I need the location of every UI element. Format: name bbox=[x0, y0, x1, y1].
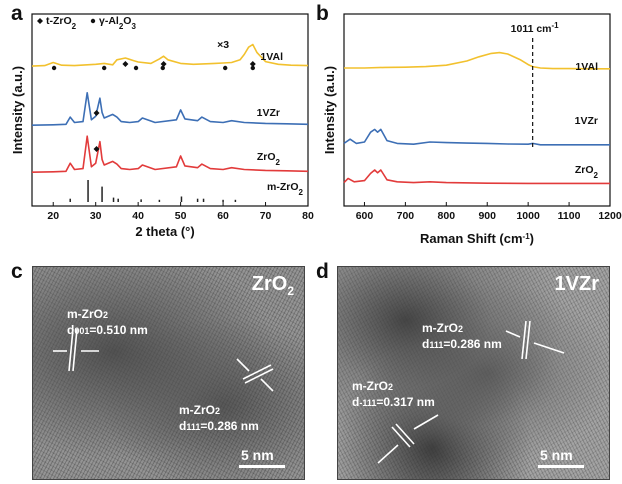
series-label-1val-b: 1VAl bbox=[575, 61, 598, 73]
tzro2-marker bbox=[93, 110, 100, 116]
series-label-m-zro2: m-ZrO2 bbox=[267, 181, 304, 197]
series-line-1val bbox=[344, 51, 610, 70]
x-tick-label: 80 bbox=[302, 210, 314, 222]
plot-frame-b bbox=[343, 13, 611, 207]
legend-alumina: γ-Al2O3 bbox=[99, 15, 136, 31]
arrow bbox=[260, 378, 274, 392]
panel-letter-c: c bbox=[11, 260, 23, 283]
legend-circle-icon bbox=[90, 18, 96, 24]
series-label-zro2: ZrO2 bbox=[257, 151, 281, 167]
fringe-line bbox=[242, 364, 272, 380]
series-line-zro2 bbox=[343, 169, 610, 185]
tzro2-marker bbox=[122, 61, 129, 67]
tem-title-base: ZrO bbox=[251, 273, 288, 295]
fringe-line bbox=[521, 320, 527, 360]
x-tick-label: 70 bbox=[260, 210, 272, 222]
tem-label-d1: m-ZrO2 d111=0.286 nm bbox=[422, 321, 502, 351]
x-tick-label: 1000 bbox=[516, 210, 540, 222]
x-tick-label: 50 bbox=[175, 210, 187, 222]
alumina-marker bbox=[250, 65, 255, 71]
tzro2-marker bbox=[249, 61, 256, 67]
fringe-line bbox=[244, 368, 274, 384]
plot-frame-a bbox=[31, 13, 309, 207]
tem-label-c1: m-ZrO2 d001=0.510 nm bbox=[67, 307, 148, 337]
tem-image-zro2: ZrO2 m-ZrO2 d001=0.510 nm m-ZrO2 d111=0.… bbox=[32, 266, 305, 480]
arrow bbox=[236, 358, 250, 372]
lattice-fringe-markers-c bbox=[53, 328, 274, 392]
alumina-marker bbox=[223, 65, 228, 71]
x-tick-label: 30 bbox=[90, 210, 102, 222]
alumina-marker bbox=[101, 65, 107, 71]
y-axis-label-b: Intensity (a.u.) bbox=[322, 66, 337, 154]
x-tick-label: 40 bbox=[132, 210, 144, 222]
x-axis-label-a: 2 theta (°) bbox=[135, 224, 194, 239]
scalebar-label-d: 5 nm bbox=[540, 447, 573, 463]
x-tick-label: 800 bbox=[438, 210, 456, 222]
series-line-1vzr bbox=[31, 92, 309, 126]
tem-label-c2: m-ZrO2 d111=0.286 nm bbox=[179, 403, 259, 433]
x-tick-label: 1200 bbox=[598, 210, 622, 222]
fringe-line bbox=[391, 426, 411, 448]
legend-tzro2: t-ZrO2 bbox=[46, 15, 77, 31]
tzro2-marker bbox=[93, 146, 100, 152]
series-label-1vzr-b: 1VZr bbox=[575, 115, 598, 127]
x-tick-label: 900 bbox=[478, 210, 496, 222]
alumina-marker bbox=[160, 65, 165, 71]
series-line-1val bbox=[31, 43, 309, 67]
x-tick-label: 20 bbox=[47, 210, 59, 222]
series-label-zro2-b: ZrO2 bbox=[575, 164, 599, 180]
tem-title-zro2: ZrO2 bbox=[252, 273, 294, 298]
tem-title-sub: 2 bbox=[287, 284, 294, 298]
tem-title-1vzr: 1VZr bbox=[554, 273, 599, 295]
charts-svg: 20 30 40 50 60 70 80 1VAl 1VZr ZrO2 m-ZrO2 ×3 t-ZrO2… bbox=[10, 13, 622, 246]
scalebar-c bbox=[239, 465, 285, 468]
arrow bbox=[533, 342, 565, 354]
annotation-1011: 1011 cm-1 bbox=[511, 21, 560, 36]
scale-annotation: ×3 bbox=[217, 39, 229, 51]
arrow bbox=[505, 330, 521, 338]
lattice-fringe-markers-d bbox=[377, 320, 565, 464]
panel-letter-a: a bbox=[11, 2, 23, 25]
legend-diamond-icon bbox=[37, 18, 43, 24]
series-line-zro2 bbox=[31, 135, 309, 173]
scalebar-d bbox=[538, 465, 584, 468]
tem-label-d2: m-ZrO2 d-111=0.317 nm bbox=[352, 379, 435, 409]
alumina-marker bbox=[51, 65, 57, 71]
series-label-1val: 1VAl bbox=[260, 51, 283, 63]
x-axis-label-b: Raman Shift (cm-1) bbox=[420, 231, 534, 246]
x-tick-label: 1100 bbox=[558, 210, 581, 222]
panel-letter-d: d bbox=[316, 260, 329, 283]
tzro2-marker bbox=[160, 61, 167, 67]
fringe-line bbox=[72, 328, 78, 372]
series-line-1vzr bbox=[343, 128, 610, 146]
y-axis-label-a: Intensity (a.u.) bbox=[10, 66, 25, 154]
x-tick-label: 60 bbox=[217, 210, 229, 222]
arrow bbox=[377, 444, 399, 464]
fringe-line bbox=[525, 320, 531, 360]
fringe-line bbox=[395, 423, 415, 445]
x-tick-label: 600 bbox=[356, 210, 374, 222]
scalebar-label-c: 5 nm bbox=[241, 447, 274, 463]
tem-image-1vzr: 1VZr m-ZrO2 d111=0.286 nm m-ZrO2 d-111=0… bbox=[337, 266, 610, 480]
arrow bbox=[413, 414, 439, 430]
alumina-marker bbox=[133, 65, 139, 71]
series-label-1vzr: 1VZr bbox=[257, 107, 280, 119]
panel-letter-b: b bbox=[316, 2, 329, 25]
fringe-line bbox=[68, 328, 74, 372]
x-tick-label: 700 bbox=[397, 210, 415, 222]
